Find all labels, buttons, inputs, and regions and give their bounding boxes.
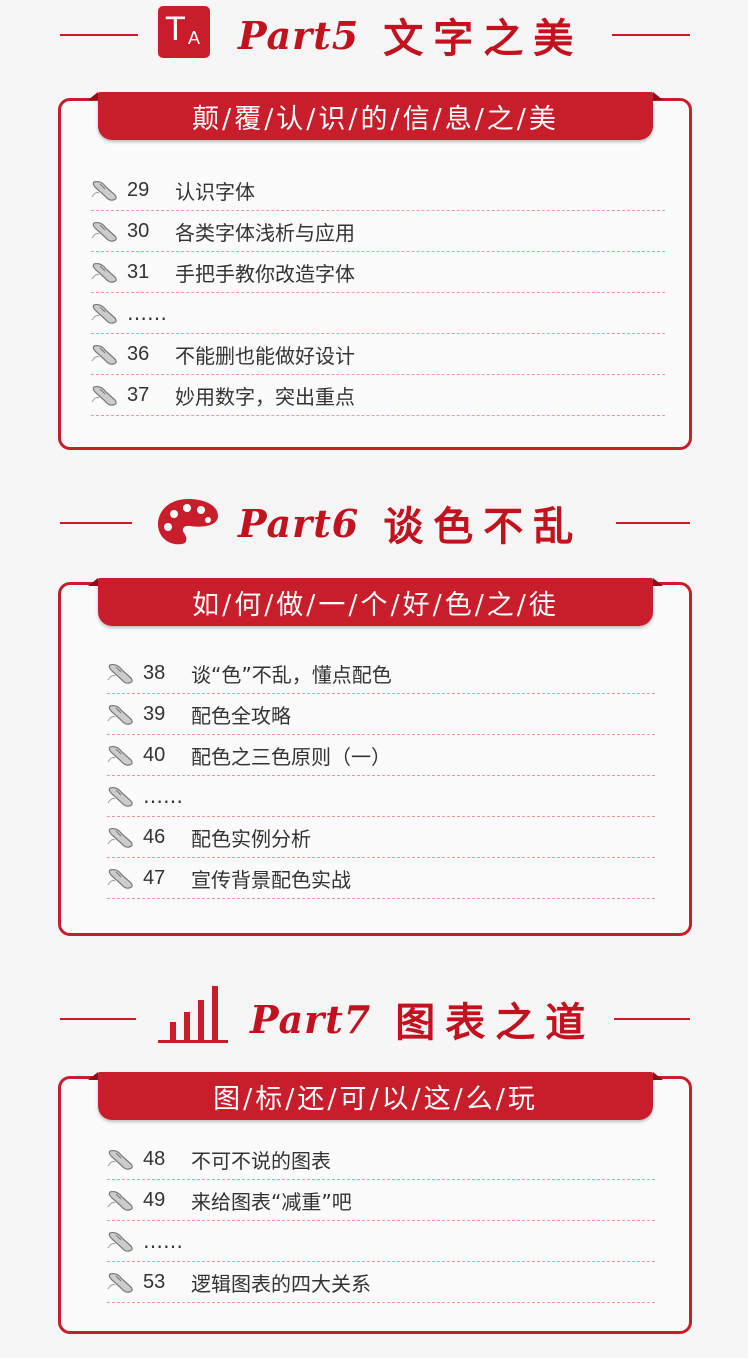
- part-name: 文字之美: [383, 15, 584, 62]
- header-divider-left: [60, 522, 132, 524]
- list-item: 48 不可不说的图表: [107, 1139, 655, 1180]
- list-item: 31 手把手教你改造字体: [91, 252, 665, 293]
- list-item: ……: [107, 776, 655, 817]
- list-item: 39 配色全攻略: [107, 694, 655, 735]
- list-item: 38 谈“色”不乱，懂点配色: [107, 653, 655, 694]
- list-item: 29 认识字体: [91, 170, 665, 211]
- banner-text: 图/标/还/可/以/这/么/玩: [213, 1083, 538, 1115]
- list-item: 30 各类字体浅析与应用: [91, 211, 665, 252]
- mouse-icon: [107, 704, 133, 725]
- mouse-icon: [91, 180, 117, 201]
- part5-header: T A Part5 文字之美: [0, 0, 748, 70]
- banner-text: 颠/覆/认/识/的/信/息/之/美: [192, 103, 559, 135]
- part-name: 谈色不乱: [383, 503, 584, 550]
- part6-header: Part6 谈色不乱: [0, 488, 748, 558]
- part6-card: 38 谈“色”不乱，懂点配色 39 配色全攻略 40 配色之三色原则（一） ………: [58, 582, 692, 936]
- mouse-icon: [107, 868, 133, 889]
- bar-chart-icon: [158, 986, 228, 1043]
- list-item: 40 配色之三色原则（一）: [107, 735, 655, 776]
- palette-icon: [158, 499, 218, 545]
- mouse-icon: [107, 1149, 133, 1170]
- part7-banner: 图/标/还/可/以/这/么/玩: [88, 1072, 663, 1120]
- part-name: 图表之道: [395, 999, 596, 1046]
- list-item: 37 妙用数字，突出重点: [91, 375, 665, 416]
- part-title: Part5 文字之美: [238, 8, 584, 63]
- list-item: ……: [107, 1221, 655, 1262]
- mouse-icon: [107, 827, 133, 848]
- header-divider-right: [616, 522, 690, 524]
- mouse-icon: [91, 344, 117, 365]
- mouse-icon: [107, 786, 133, 807]
- mouse-icon: [91, 303, 117, 324]
- list-item: 53 逻辑图表的四大关系: [107, 1262, 655, 1303]
- header-divider-left: [60, 34, 138, 36]
- part5-banner: 颠/覆/认/识/的/信/息/之/美: [88, 92, 663, 140]
- list-item: 49 来给图表“减重”吧: [107, 1180, 655, 1221]
- list-item: 36 不能删也能做好设计: [91, 334, 665, 375]
- part-title: Part7 图表之道: [250, 992, 596, 1047]
- list-item: 47 宣传背景配色实战: [107, 858, 655, 899]
- mouse-icon: [107, 1272, 133, 1293]
- mouse-icon: [91, 221, 117, 242]
- part-label: Part7: [250, 996, 372, 1042]
- mouse-icon: [107, 745, 133, 766]
- part-label: Part5: [238, 12, 360, 58]
- header-divider-right: [612, 34, 690, 36]
- banner-text: 如/何/做/一/个/好/色/之/徒: [192, 589, 559, 621]
- mouse-icon: [107, 1190, 133, 1211]
- mouse-icon: [107, 663, 133, 684]
- mouse-icon: [107, 1231, 133, 1252]
- font-ta-icon: T A: [158, 6, 210, 58]
- list-item: 46 配色实例分析: [107, 817, 655, 858]
- part-title: Part6 谈色不乱: [238, 496, 584, 551]
- part7-header: Part7 图表之道: [0, 984, 748, 1054]
- mouse-icon: [91, 262, 117, 283]
- part5-card: 29 认识字体 30 各类字体浅析与应用 31 手把手教你改造字体 …… 36 …: [58, 98, 692, 450]
- header-divider-left: [60, 1018, 136, 1020]
- part-label: Part6: [238, 500, 360, 546]
- mouse-icon: [91, 385, 117, 406]
- header-divider-right: [614, 1018, 690, 1020]
- list-item: ……: [91, 293, 665, 334]
- part6-banner: 如/何/做/一/个/好/色/之/徒: [88, 578, 663, 626]
